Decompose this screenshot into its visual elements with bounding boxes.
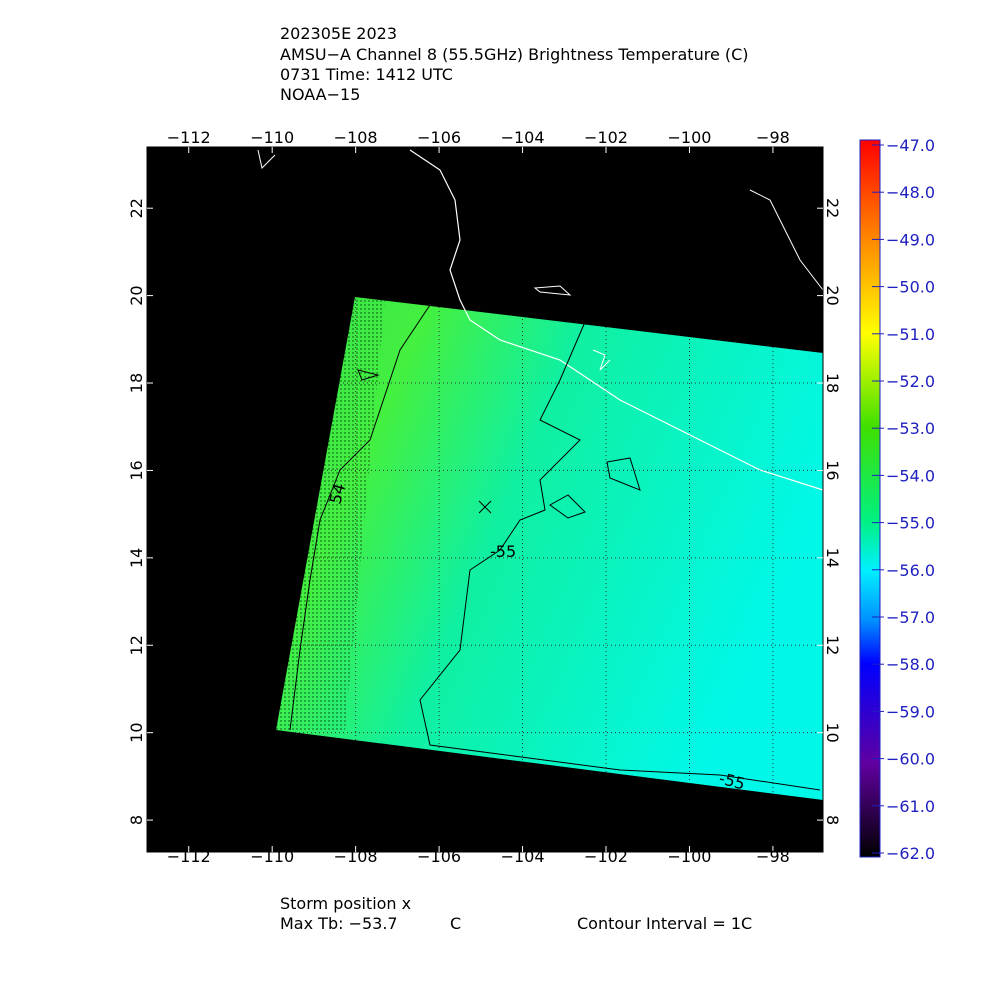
lat-tick-label: 8 — [127, 815, 146, 825]
max-tb-unit: C — [450, 914, 461, 933]
lon-tick-label: −102 — [584, 847, 628, 866]
colorbar-label: −59.0 — [886, 702, 935, 721]
colorbar-label: −60.0 — [886, 750, 935, 769]
lon-tick-label: −104 — [501, 128, 545, 147]
colorbar-label: −58.0 — [886, 655, 935, 674]
lat-tick-label: 16 — [823, 460, 842, 480]
contour-label: -55 — [490, 542, 516, 561]
max-tb: Max Tb: −53.7 — [280, 914, 398, 933]
contour-label: 54 — [326, 481, 350, 506]
colorbar-label: −62.0 — [886, 844, 935, 863]
lat-tick-label: 12 — [823, 635, 842, 655]
lon-tick-label: −106 — [417, 847, 461, 866]
storm-position — [478, 500, 492, 514]
coastline — [257, 149, 276, 169]
footer: Storm position x Max Tb: −53.7 C Contour… — [280, 894, 752, 933]
contour — [606, 457, 641, 491]
lon-tick-label: −98 — [756, 128, 790, 147]
colorbar-label: −55.0 — [886, 514, 935, 533]
swath — [276, 297, 823, 800]
lat-tick-label: 20 — [823, 285, 842, 305]
lat-tick-label: 14 — [127, 548, 146, 568]
header: 202305E 2023 AMSU−A Channel 8 (55.5GHz) … — [280, 24, 749, 104]
storm-note: Storm position x — [280, 894, 411, 913]
lon-tick-label: −112 — [167, 847, 211, 866]
lat-tick-label: 22 — [127, 198, 146, 218]
grid — [276, 297, 823, 800]
lon-tick-label: −104 — [501, 847, 545, 866]
lon-tick-label: −108 — [334, 128, 378, 147]
lat-tick-label: 18 — [127, 373, 146, 393]
lat-tick-label: 16 — [127, 460, 146, 480]
contour — [549, 494, 586, 519]
lon-tick-label: −112 — [167, 128, 211, 147]
lat-tick-label: 10 — [823, 722, 842, 742]
lat-tick-label: 22 — [823, 198, 842, 218]
colorbar: −47.0 −48.0 −49.0 −50.0 −51.0 −52.0 −53.0 −54.0… — [859, 136, 935, 863]
colorbar-label: −48.0 — [886, 183, 935, 202]
map: -55 54 -55 — [146, 146, 824, 853]
lat-tick-label: 8 — [823, 815, 842, 825]
coastline — [749, 189, 824, 291]
lat-tick-label: 20 — [127, 285, 146, 305]
contour — [289, 304, 431, 731]
colorbar-label: −61.0 — [886, 797, 935, 816]
colorbar-label: −54.0 — [886, 466, 935, 485]
colorbar-label: −51.0 — [886, 325, 935, 344]
map-frame — [146, 146, 824, 853]
lon-tick-label: −102 — [584, 128, 628, 147]
colorbar-label: −47.0 — [886, 136, 935, 155]
lat-tick-label: 10 — [127, 722, 146, 742]
colorbar-label: −49.0 — [886, 230, 935, 249]
lon-tick-label: −108 — [334, 847, 378, 866]
contour — [357, 369, 380, 381]
lon-tick-label: −110 — [250, 847, 294, 866]
colorbar-label: −53.0 — [886, 419, 935, 438]
hatched-region — [276, 297, 385, 730]
header-line: NOAA−15 — [280, 85, 360, 104]
lat-tick-label: 12 — [127, 635, 146, 655]
lon-tick-label: −98 — [756, 847, 790, 866]
colorbar-label: −56.0 — [886, 561, 935, 580]
colorbar-label: −57.0 — [886, 608, 935, 627]
lon-tick-label: −100 — [667, 128, 711, 147]
contour — [419, 321, 821, 791]
header-line: 202305E 2023 — [280, 24, 397, 43]
colorbar-label: −50.0 — [886, 278, 935, 297]
contour-interval: Contour Interval = 1C — [577, 914, 752, 933]
header-line: 0731 Time: 1412 UTC — [280, 65, 453, 84]
lat-tick-label: 18 — [823, 373, 842, 393]
lake — [592, 349, 611, 371]
coastline — [409, 149, 824, 491]
lat-tick-label: 14 — [823, 548, 842, 568]
colorbar-scale — [859, 139, 881, 858]
colorbar-label: −52.0 — [886, 372, 935, 391]
island — [533, 285, 572, 296]
lon-tick-label: −106 — [417, 128, 461, 147]
lon-tick-label: −110 — [250, 128, 294, 147]
lon-tick-label: −100 — [667, 847, 711, 866]
header-line: AMSU−A Channel 8 (55.5GHz) Brightness Te… — [280, 45, 749, 64]
